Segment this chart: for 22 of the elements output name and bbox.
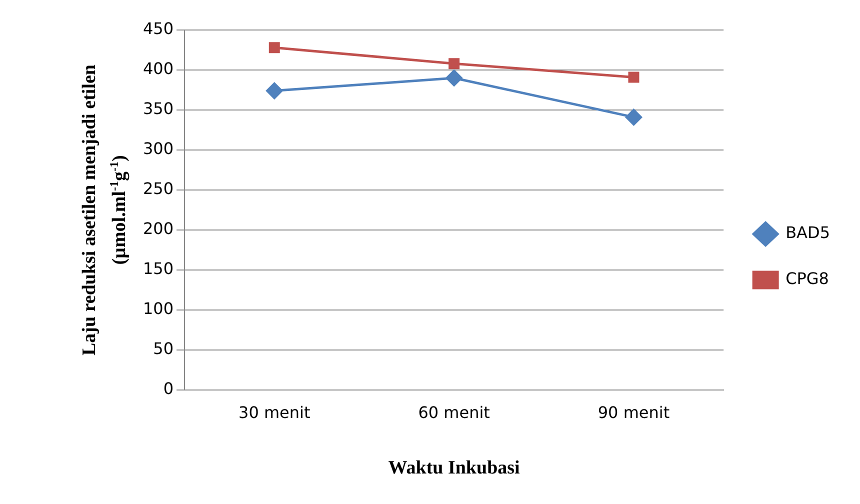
point (448, 58, 460, 70)
y-tick-label: 450 (142, 19, 174, 38)
point (446, 70, 462, 86)
y-tick-label: 100 (142, 299, 174, 318)
y-tick-label: 400 (142, 59, 174, 78)
x-tick-label: 60 menit (418, 402, 490, 422)
y-tick-label: 200 (142, 219, 174, 238)
y-tick-label: 0 (163, 379, 174, 398)
point (625, 108, 642, 126)
y-tick-label: 350 (142, 99, 174, 118)
x-axis-title: Waktu Inkubasi (388, 458, 520, 479)
x-tick-label: 90 menit (598, 402, 670, 422)
point (268, 42, 280, 54)
legend-label: CPG8 (786, 269, 829, 288)
y-tick-label: 300 (142, 139, 174, 158)
x-tick-label: 30 menit (238, 402, 310, 422)
point (628, 72, 640, 83)
point (266, 82, 283, 100)
y-tick-label: 150 (142, 259, 174, 278)
y-tick-label: 50 (153, 339, 174, 358)
legend-label: BAD5 (786, 223, 830, 242)
y-tick-label: 250 (142, 179, 174, 198)
